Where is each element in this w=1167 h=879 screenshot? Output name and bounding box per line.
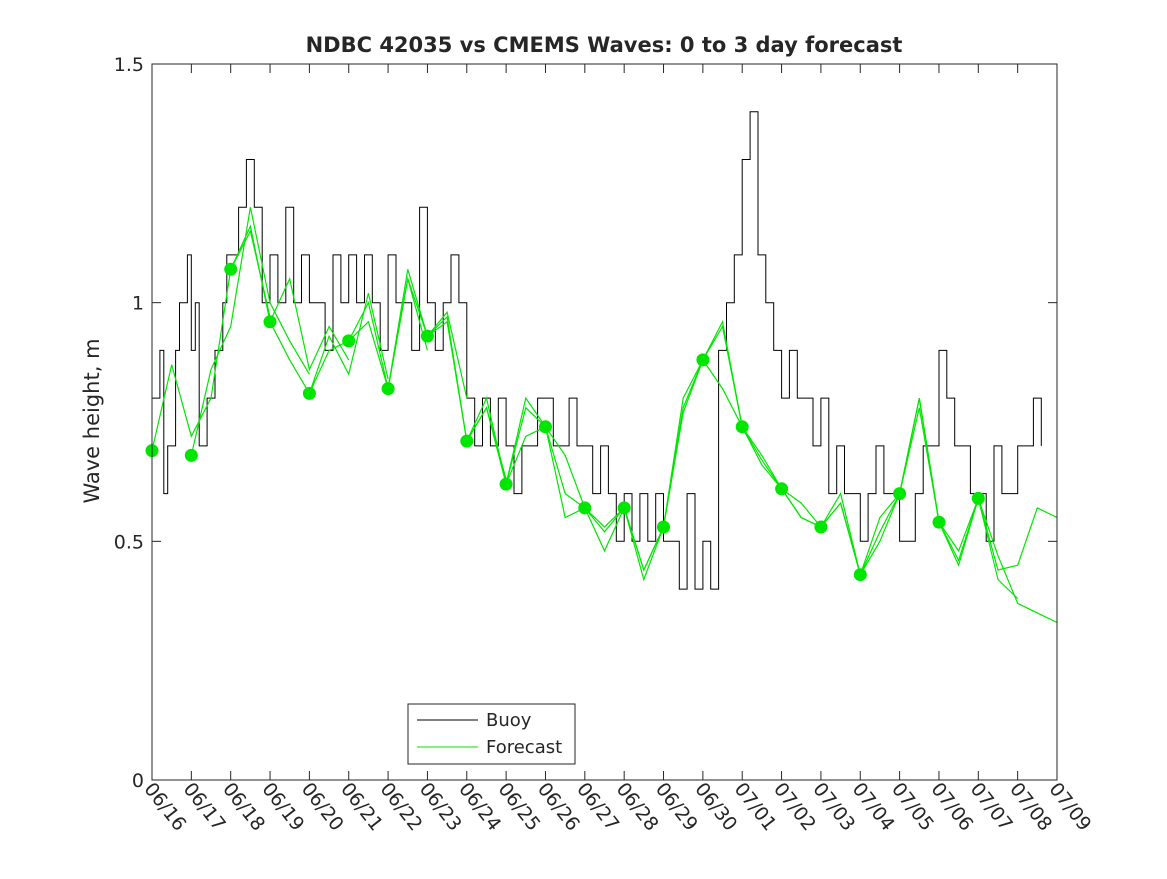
- forecast-series-line-16: [741, 426, 861, 575]
- y-tick-label: 0: [132, 770, 144, 792]
- forecast-series-line-22: [977, 498, 1058, 624]
- forecast-series-line-20: [899, 407, 1019, 600]
- forecast-start-point: [657, 520, 670, 534]
- forecast-series-line-21: [938, 496, 1058, 571]
- forecast-series-line-4: [269, 292, 389, 395]
- forecast-series-line-9: [466, 396, 586, 519]
- forecast-start-point: [578, 501, 592, 515]
- forecast-start-point: [460, 434, 474, 448]
- forecast-start-point: [853, 568, 867, 582]
- y-tick-label: 0.5: [114, 531, 144, 553]
- axes-frame: [151, 63, 1058, 781]
- forecast-series-line-13: [623, 324, 743, 572]
- forecast-start-point: [499, 477, 513, 491]
- forecast-start-point: [893, 487, 907, 501]
- legend-forecast-label: Forecast: [486, 737, 562, 758]
- forecast-start-point: [420, 329, 434, 343]
- buoy-series-line: [152, 111, 1042, 590]
- y-axis-label: Wave height, m: [80, 338, 104, 503]
- forecast-start-point: [814, 520, 828, 534]
- forecast-series-line-12: [584, 359, 704, 582]
- series-layer: [145, 111, 1058, 624]
- forecast-start-point: [932, 515, 946, 529]
- forecast-start-point: [539, 420, 552, 434]
- forecast-start-point: [696, 353, 710, 367]
- forecast-start-point: [775, 482, 789, 496]
- forecast-start-point: [735, 420, 749, 434]
- forecast-series-line-1: [151, 229, 271, 451]
- forecast-start-point: [381, 382, 395, 396]
- forecast-start-point: [617, 501, 631, 515]
- forecast-series-line-8: [426, 315, 546, 487]
- forecast-start-point: [302, 386, 316, 400]
- legend-box: [407, 703, 576, 765]
- forecast-series-line-14: [662, 319, 783, 528]
- chart-title: NDBC 42035 vs CMEMS Waves: 0 to 3 day fo…: [306, 33, 903, 57]
- plot-area: [152, 64, 1057, 780]
- y-tick-label: 1.5: [114, 54, 144, 76]
- legend: Buoy Forecast: [407, 703, 576, 765]
- legend-buoy-label: Buoy: [486, 710, 532, 731]
- y-tick-label: 1: [132, 293, 144, 315]
- forecast-start-point: [263, 315, 277, 329]
- forecast-series-line-2: [190, 207, 310, 456]
- forecast-series-line-10: [505, 406, 625, 533]
- forecast-start-point: [224, 262, 238, 276]
- forecast-start-point: [971, 491, 985, 505]
- forecast-series-line-3: [230, 224, 350, 372]
- forecast-series-line-19: [859, 397, 979, 575]
- forecast-series-line-6: [348, 269, 468, 399]
- forecast-start-point: [184, 448, 198, 462]
- forecast-start-point: [342, 334, 356, 348]
